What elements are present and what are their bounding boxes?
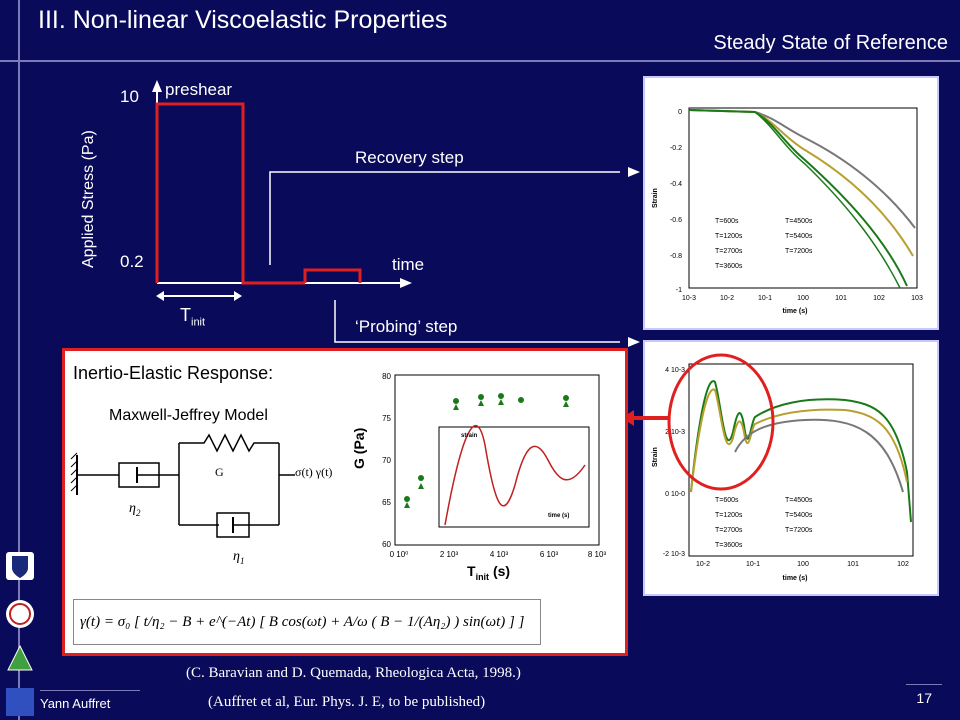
svg-text:10-2: 10-2 xyxy=(696,561,710,568)
svg-text:6 10³: 6 10³ xyxy=(540,550,559,559)
svg-text:T=5400s: T=5400s xyxy=(785,233,813,240)
svg-text:75: 75 xyxy=(382,414,391,423)
svg-text:60: 60 xyxy=(382,540,391,549)
stress-high-label: 10 xyxy=(120,87,139,106)
svg-text:T=4500s: T=4500s xyxy=(785,218,813,225)
svg-text:4 10-3: 4 10-3 xyxy=(665,367,685,374)
svg-text:strain: strain xyxy=(461,433,478,439)
eta2-label: η2 xyxy=(129,501,141,518)
slide-subtitle: Steady State of Reference xyxy=(713,32,948,54)
svg-text:10-3: 10-3 xyxy=(682,295,696,302)
slide-title: III. Non-linear Viscoelastic Properties xyxy=(38,6,448,34)
svg-text:Strain: Strain xyxy=(652,447,659,467)
svg-text:100: 100 xyxy=(797,561,809,568)
svg-text:Strain: Strain xyxy=(652,188,659,208)
svg-text:time (s): time (s) xyxy=(548,513,569,519)
svg-text:T=5400s: T=5400s xyxy=(785,512,813,519)
svg-text:101: 101 xyxy=(835,295,847,302)
spring-label: G xyxy=(215,465,224,479)
svg-text:T=3600s: T=3600s xyxy=(715,542,743,549)
footer-divider xyxy=(40,690,140,691)
svg-text:T=4500s: T=4500s xyxy=(785,497,813,504)
svg-text:101: 101 xyxy=(847,561,859,568)
reference-1: (C. Baravian and D. Quemada, Rheologica … xyxy=(186,665,521,681)
university-logo xyxy=(6,552,34,580)
reference-2: (Auffret et al, Eur. Phys. J. E, to be p… xyxy=(208,694,486,710)
maxwell-jeffrey-diagram xyxy=(70,433,295,538)
time-label: time xyxy=(392,255,425,274)
svg-text:T=1200s: T=1200s xyxy=(715,512,743,519)
svg-text:T=7200s: T=7200s xyxy=(785,248,813,255)
probing-plot: 4 10-3 2 10-3 0 10-0 -2 10-3 10-2 10-1 1… xyxy=(643,340,939,596)
model-label: Maxwell-Jeffrey Model xyxy=(109,407,268,424)
svg-text:0 10-0: 0 10-0 xyxy=(665,491,685,498)
y-axis-label: Applied Stress (Pa) xyxy=(80,130,97,268)
inertio-elastic-box: Inertio-Elastic Response: Maxwell-Jeffre… xyxy=(62,348,628,656)
eta1-label: η1 xyxy=(233,549,245,566)
recovery-step-label: Recovery step xyxy=(355,148,464,167)
svg-text:102: 102 xyxy=(873,295,885,302)
preshear-label: preshear xyxy=(165,80,233,99)
svg-text:2 10³: 2 10³ xyxy=(440,550,459,559)
svg-text:103: 103 xyxy=(911,295,923,302)
svg-text:10-1: 10-1 xyxy=(758,295,772,302)
svg-text:80: 80 xyxy=(382,372,391,381)
frame-horizontal-line xyxy=(0,60,960,62)
svg-text:8 10³: 8 10³ xyxy=(588,550,607,559)
svg-text:102: 102 xyxy=(897,561,909,568)
stress-low-label: 0.2 xyxy=(120,252,144,271)
svg-text:2 10-3: 2 10-3 xyxy=(665,429,685,436)
author-name: Yann Auffret xyxy=(40,696,111,711)
inertio-heading: Inertio-Elastic Response: xyxy=(73,363,274,383)
svg-text:time (s): time (s) xyxy=(783,575,808,582)
svg-text:-0.2: -0.2 xyxy=(670,145,682,152)
recovery-plot: 0 -0.2 -0.4 -0.6 -0.8 -1 10-3 10-2 10-1 … xyxy=(643,76,939,330)
svg-text:70: 70 xyxy=(382,456,391,465)
svg-text:0 10⁰: 0 10⁰ xyxy=(390,550,409,559)
frame-vertical-line xyxy=(18,0,20,720)
svg-text:-0.8: -0.8 xyxy=(670,253,682,260)
society-logo xyxy=(6,600,34,628)
rhs-label: σ(t) γ(t) xyxy=(295,465,333,479)
svg-text:10-1: 10-1 xyxy=(746,561,760,568)
svg-text:65: 65 xyxy=(382,498,391,507)
arrow-heads xyxy=(628,167,640,347)
t-init-label: Tinit xyxy=(180,305,206,329)
probing-step-label: ‘Probing’ step xyxy=(355,317,458,336)
svg-text:0: 0 xyxy=(678,109,682,116)
svg-text:T=2700s: T=2700s xyxy=(715,527,743,534)
g-vs-tinit-plot: 80 75 70 65 60 0 10⁰ 2 10³ 4 10³ 6 10³ 8… xyxy=(382,372,607,559)
svg-text:10-2: 10-2 xyxy=(720,295,734,302)
svg-text:T=2700s: T=2700s xyxy=(715,248,743,255)
svg-text:-0.6: -0.6 xyxy=(670,217,682,224)
svg-text:-1: -1 xyxy=(676,287,682,294)
page-divider xyxy=(906,684,942,685)
equation: γ(t) = σ₀ [ t/η₂ − B + e^(−At) [ B cos(ω… xyxy=(73,599,541,645)
svg-text:T=3600s: T=3600s xyxy=(715,263,743,270)
highlight-circle xyxy=(622,353,775,491)
g-plot-ylabel: G (Pa) xyxy=(351,427,367,469)
svg-text:-2 10-3: -2 10-3 xyxy=(663,551,685,558)
page-number: 17 xyxy=(916,690,932,706)
stress-protocol-diagram xyxy=(152,80,620,343)
svg-text:100: 100 xyxy=(797,295,809,302)
svg-text:-0.4: -0.4 xyxy=(670,181,682,188)
svg-text:T=7200s: T=7200s xyxy=(785,527,813,534)
svg-text:T=600s: T=600s xyxy=(715,497,739,504)
svg-text:4 10³: 4 10³ xyxy=(490,550,509,559)
triangle-logo xyxy=(6,644,34,672)
svg-text:T=1200s: T=1200s xyxy=(715,233,743,240)
svg-text:time (s): time (s) xyxy=(783,308,808,315)
svg-text:T=600s: T=600s xyxy=(715,218,739,225)
g-plot-xlabel: Tinit (s) xyxy=(467,563,511,582)
institute-logo xyxy=(6,688,34,716)
